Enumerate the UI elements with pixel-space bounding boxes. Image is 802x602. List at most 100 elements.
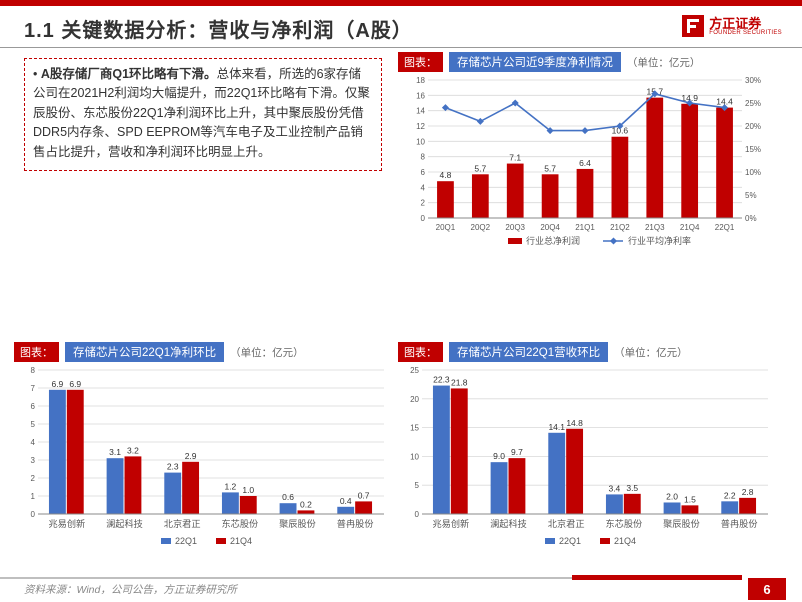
logo-icon <box>681 14 705 38</box>
svg-text:0: 0 <box>421 214 426 223</box>
svg-text:4: 4 <box>421 183 426 192</box>
svg-text:20Q2: 20Q2 <box>471 223 491 232</box>
svg-text:20Q4: 20Q4 <box>540 223 560 232</box>
slide: 1.1 关键数据分析：营收与净利润（A股） 方正证券 FOUNDER SECUR… <box>0 0 802 602</box>
svg-text:21Q4: 21Q4 <box>680 223 700 232</box>
footer: 资料来源：Wind，公司公告，方正证券研究所 <box>0 576 802 602</box>
svg-text:3.4: 3.4 <box>608 483 620 493</box>
svg-text:普冉股份: 普冉股份 <box>721 518 758 529</box>
svg-text:东芯股份: 东芯股份 <box>605 518 642 529</box>
svg-text:澜起科技: 澜起科技 <box>106 518 143 529</box>
logo: 方正证券 FOUNDER SECURITIES <box>681 14 782 38</box>
svg-text:12: 12 <box>416 122 425 131</box>
svg-text:3.1: 3.1 <box>109 447 121 457</box>
svg-text:兆易创新: 兆易创新 <box>48 518 85 529</box>
svg-text:2.2: 2.2 <box>724 490 736 500</box>
svg-text:5: 5 <box>31 420 36 429</box>
svg-text:7: 7 <box>31 384 36 393</box>
chart2-unit: （单位：亿元） <box>230 345 304 360</box>
svg-text:21Q3: 21Q3 <box>645 223 665 232</box>
svg-text:4: 4 <box>31 438 36 447</box>
chart2-title-row: 图表： 存储芯片公司22Q1净利环比 （单位：亿元） <box>14 342 394 362</box>
svg-text:5: 5 <box>415 481 420 490</box>
svg-text:21Q4: 21Q4 <box>230 536 252 546</box>
svg-text:16: 16 <box>416 91 425 100</box>
svg-text:0.2: 0.2 <box>300 499 312 509</box>
svg-text:6: 6 <box>31 402 36 411</box>
svg-text:20Q1: 20Q1 <box>436 223 456 232</box>
svg-text:21.8: 21.8 <box>451 377 468 387</box>
chart1-title: 存储芯片公司近9季度净利情况 <box>449 52 621 72</box>
svg-text:行业平均净利率: 行业平均净利率 <box>628 235 691 246</box>
svg-text:15%: 15% <box>745 145 761 154</box>
svg-text:5.7: 5.7 <box>544 163 556 173</box>
main-text-box: • A股存储厂商Q1环比略有下滑。总体来看，所选的6家存储公司在2021H2利润… <box>24 58 382 171</box>
svg-text:东芯股份: 东芯股份 <box>221 518 258 529</box>
chart2-svg: 0123456786.96.9兆易创新3.13.2澜起科技2.32.9北京君正1… <box>14 364 392 552</box>
chart3-title: 存储芯片公司22Q1营收环比 <box>449 342 608 362</box>
svg-text:2.9: 2.9 <box>185 451 197 461</box>
svg-text:10%: 10% <box>745 168 761 177</box>
chart-bottom-right: 图表： 存储芯片公司22Q1营收环比 （单位：亿元） 0 5 10 15 20 25 22.… <box>398 342 778 557</box>
svg-text:10: 10 <box>410 452 419 461</box>
svg-text:1.2: 1.2 <box>224 481 236 491</box>
svg-text:0.7: 0.7 <box>358 490 370 500</box>
svg-text:2.0: 2.0 <box>666 491 678 501</box>
svg-text:14.8: 14.8 <box>566 418 583 428</box>
svg-text:9.0: 9.0 <box>493 451 505 461</box>
svg-text:普冉股份: 普冉股份 <box>337 518 374 529</box>
svg-text:18: 18 <box>416 76 425 85</box>
logo-text: 方正证券 FOUNDER SECURITIES <box>709 17 782 36</box>
svg-text:兆易创新: 兆易创新 <box>432 518 469 529</box>
footer-source: 资料来源：Wind，公司公告，方正证券研究所 <box>24 582 237 597</box>
svg-text:北京君正: 北京君正 <box>164 518 201 529</box>
chart2-title: 存储芯片公司22Q1净利环比 <box>65 342 224 362</box>
chart-label: 图表： <box>398 342 443 362</box>
svg-text:4.8: 4.8 <box>440 170 452 180</box>
chart3-svg: 051015202522.321.8兆易创新9.09.7澜起科技14.114.8… <box>398 364 776 552</box>
svg-text:20Q3: 20Q3 <box>505 223 525 232</box>
content: • A股存储厂商Q1环比略有下滑。总体来看，所选的6家存储公司在2021H2利润… <box>0 48 802 568</box>
svg-text:6.9: 6.9 <box>51 379 63 389</box>
header: 1.1 关键数据分析：营收与净利润（A股） 方正证券 FOUNDER SECUR… <box>0 6 802 48</box>
svg-text:20%: 20% <box>745 122 761 131</box>
svg-text:0.6: 0.6 <box>282 492 294 502</box>
svg-text:2: 2 <box>31 474 36 483</box>
logo-cn: 方正证券 <box>709 17 782 30</box>
svg-text:1.0: 1.0 <box>242 485 254 495</box>
svg-text:15: 15 <box>410 424 419 433</box>
chart-top-right: 图表： 存储芯片公司近9季度净利情况 （单位：亿元） 0246810121416… <box>398 52 778 257</box>
svg-text:21Q1: 21Q1 <box>575 223 595 232</box>
svg-text:2.3: 2.3 <box>167 462 179 472</box>
svg-text:澜起科技: 澜起科技 <box>490 518 527 529</box>
svg-text:21Q4: 21Q4 <box>614 536 636 546</box>
svg-text:14.1: 14.1 <box>548 422 565 432</box>
svg-text:1.5: 1.5 <box>684 494 696 504</box>
svg-text:14: 14 <box>416 107 425 116</box>
logo-en: FOUNDER SECURITIES <box>709 30 782 36</box>
svg-text:聚辰股份: 聚辰股份 <box>663 518 700 529</box>
svg-text:25%: 25% <box>745 99 761 108</box>
svg-text:30%: 30% <box>745 76 761 85</box>
svg-text:5%: 5% <box>745 191 757 200</box>
svg-text:3.5: 3.5 <box>626 483 638 493</box>
chart-label: 图表： <box>14 342 59 362</box>
svg-text:3: 3 <box>31 456 36 465</box>
svg-text:25: 25 <box>410 366 419 375</box>
svg-text:8: 8 <box>31 366 36 375</box>
chart3-unit: （单位：亿元） <box>614 345 688 360</box>
svg-text:20: 20 <box>410 395 419 404</box>
svg-text:7.1: 7.1 <box>509 153 521 163</box>
chart1-title-row: 图表： 存储芯片公司近9季度净利情况 （单位：亿元） <box>398 52 778 72</box>
svg-text:0: 0 <box>415 510 420 519</box>
svg-text:1: 1 <box>31 492 36 501</box>
svg-text:10: 10 <box>416 137 425 146</box>
svg-text:3.2: 3.2 <box>127 445 139 455</box>
svg-text:6.9: 6.9 <box>69 379 81 389</box>
chart-label: 图表： <box>398 52 443 72</box>
svg-text:22.3: 22.3 <box>433 375 450 385</box>
svg-text:22Q1: 22Q1 <box>175 536 197 546</box>
chart-bottom-left: 图表： 存储芯片公司22Q1净利环比 （单位：亿元） 0123456786.96… <box>14 342 394 557</box>
svg-text:6.4: 6.4 <box>579 158 591 168</box>
svg-text:北京君正: 北京君正 <box>548 518 585 529</box>
